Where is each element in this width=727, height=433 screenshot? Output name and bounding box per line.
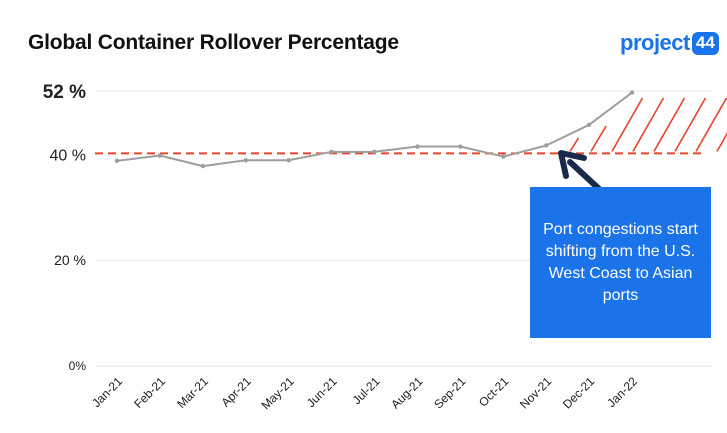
data-point [329, 149, 334, 155]
x-tick-label: Jan-22 [604, 374, 640, 410]
x-tick-label: Nov-21 [517, 374, 554, 411]
x-axis-ticks: Jan-21 Feb-21 Mar-21 Apr-21 May-21 Jun-21 Jul-… [89, 374, 640, 412]
data-point [157, 153, 163, 158]
x-tick-label: Sep-21 [431, 374, 468, 411]
data-point [629, 90, 635, 95]
x-tick-label: Mar-21 [174, 374, 211, 411]
data-point [243, 158, 248, 163]
logo-badge: 44 [691, 31, 719, 55]
logo-text: project [620, 30, 690, 55]
series-layer [114, 90, 635, 169]
hatch-stroke [590, 125, 607, 152]
y-tick-label: 20 % [54, 252, 86, 268]
data-point [372, 149, 377, 155]
y-tick-label: 0% [69, 359, 87, 373]
hatch-stroke [653, 97, 686, 152]
hatch-stroke [695, 97, 727, 152]
x-tick-label: Jun-21 [304, 374, 340, 410]
hatch-area [569, 97, 727, 152]
x-tick-label: May-21 [259, 374, 297, 412]
y-tick-label: 40 % [50, 147, 86, 164]
data-point [543, 143, 549, 148]
x-tick-label: Feb-21 [131, 374, 168, 411]
y-axis-ticks: 0% 20 % 40 % 52 % [43, 82, 87, 373]
data-point [586, 122, 592, 128]
arrow-head [558, 150, 587, 179]
brand-logo: project 44 [620, 29, 719, 57]
data-point [114, 158, 120, 164]
hatch-stroke [611, 97, 644, 152]
x-tick-label: Aug-21 [388, 374, 425, 411]
series-line [116, 91, 633, 168]
hatch-stroke [632, 97, 665, 152]
x-tick-label: Dec-21 [560, 374, 597, 411]
annotation-callout: Port congestions start shifting from the… [530, 187, 711, 338]
x-tick-label: Oct-21 [476, 374, 512, 410]
data-point [501, 154, 506, 159]
hatch-stroke [674, 97, 707, 152]
x-tick-label: Jul-21 [350, 374, 383, 407]
hatch-stroke [569, 137, 580, 152]
data-point [415, 144, 420, 149]
data-point [286, 158, 291, 163]
chart-title: Global Container Rollover Percentage [28, 31, 399, 54]
x-tick-label: Jan-21 [89, 374, 125, 410]
x-tick-label: Apr-21 [218, 374, 254, 410]
y-tick-label: 52 % [43, 82, 86, 103]
hatch-stroke [716, 132, 727, 152]
data-point [458, 144, 463, 149]
data-point [200, 163, 206, 169]
